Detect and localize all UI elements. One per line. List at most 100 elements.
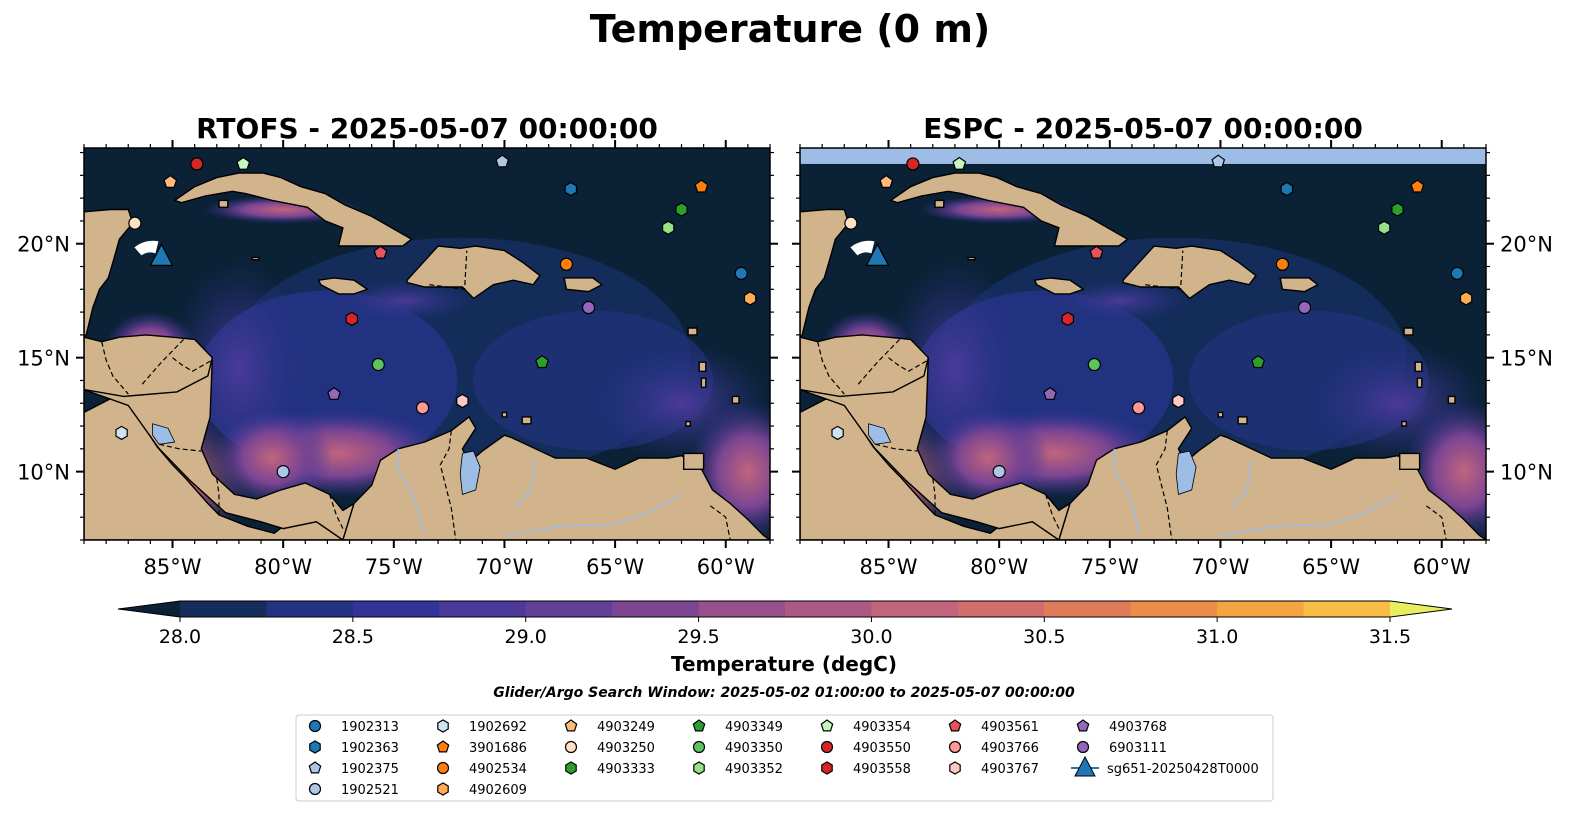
legend-label: sg651-20250428T0000 — [1107, 762, 1259, 777]
lon-tick-label: 70°W — [1191, 555, 1249, 579]
legend-item: 4903558 — [821, 761, 911, 777]
lat-tick-label-right: 10°N — [1500, 461, 1553, 485]
float-marker-4902534 — [1275, 257, 1290, 271]
float-marker-4903766 — [1131, 401, 1146, 415]
float-marker-4902609 — [1459, 291, 1473, 306]
colorbar-tick-label: 31.0 — [1196, 626, 1238, 648]
float-marker-4903561 — [1089, 245, 1104, 259]
float-marker-4903352 — [1377, 220, 1391, 235]
colorbar-segment — [352, 601, 440, 617]
lon-tick-label: 75°W — [1081, 555, 1139, 579]
panel-title-espc: ESPC - 2025-05-07 00:00:00 — [923, 112, 1363, 145]
colorbar-segment — [266, 601, 354, 617]
colorbar-tick-label: 29.0 — [505, 626, 547, 648]
legend-marker-4903768 — [1076, 719, 1090, 732]
longitude-labels: 85°W 80°W 75°W 70°W 65°W 60°W 85°W 80°W 75°W 70°W… — [144, 555, 1471, 579]
float-marker-3901686 — [694, 179, 709, 193]
legend-item: 4903350 — [692, 740, 783, 756]
float-marker-1902313 — [1450, 266, 1464, 280]
float-marker-6903111 — [1297, 300, 1312, 315]
float-marker-4903250 — [844, 216, 858, 230]
colorbar-tick-label: 28.5 — [332, 626, 374, 648]
legend-glider-marker — [1074, 755, 1096, 777]
legend-item: 4903550 — [820, 740, 911, 756]
lon-tick-label: 85°W — [144, 555, 202, 579]
legend-marker-1902521 — [308, 782, 322, 796]
legend-item: 4903349 — [692, 719, 783, 735]
legend-label: 4902534 — [469, 762, 527, 777]
float-marker-1902375 — [495, 154, 510, 168]
float-marker-4903249 — [879, 174, 894, 188]
glider-marker — [149, 243, 174, 266]
colorbar-tick-label: 30.0 — [850, 626, 892, 648]
colorbar-segment — [180, 601, 268, 617]
legend-marker-4903249 — [564, 719, 578, 732]
legend-item: 3901686 — [436, 740, 527, 756]
float-marker-1902692 — [831, 425, 844, 441]
colorbar-segment — [1044, 601, 1132, 617]
legend-marker-4903349 — [692, 719, 706, 732]
legend-label: 4903550 — [853, 741, 911, 756]
colorbar-segment — [439, 601, 527, 617]
legend-marker-1902375 — [308, 761, 322, 774]
float-marker-6903111 — [581, 300, 596, 315]
float-marker-4903333 — [1391, 202, 1404, 217]
float-marker-4903561 — [373, 245, 388, 259]
legend-label: 4902609 — [469, 783, 527, 798]
float-marker-4903550 — [906, 157, 920, 171]
legend-item: 4903333 — [565, 761, 655, 777]
lat-tick-label-left: 15°N — [17, 347, 70, 371]
colorbar-segment — [698, 601, 786, 617]
float-marker-4903350 — [371, 357, 385, 372]
map-panel-rtofs — [76, 140, 778, 548]
legend-item: 4903352 — [693, 761, 783, 777]
legend-item: 4903561 — [948, 719, 1039, 735]
lat-tick-label-left: 10°N — [17, 461, 70, 485]
search-window-caption: Glider/Argo Search Window: 2025-05-02 01… — [493, 685, 1075, 701]
legend-label: 4903350 — [725, 741, 783, 756]
lat-tick-label-right: 20°N — [1500, 233, 1553, 257]
legend-label: 1902521 — [341, 783, 399, 798]
legend-label: 4903766 — [981, 741, 1039, 756]
legend-marker-1902313 — [308, 719, 322, 733]
colorbar-tick-label: 30.5 — [1023, 626, 1065, 648]
legend-marker-4902609 — [437, 782, 449, 796]
legend-label: 4903561 — [981, 720, 1039, 735]
legend-label: 4903354 — [853, 720, 911, 735]
colorbar-segment — [525, 601, 613, 617]
legend-marker-4902534 — [436, 761, 450, 775]
legend-item: 6903111 — [1076, 740, 1167, 756]
lat-tick-label-right: 15°N — [1500, 347, 1553, 371]
colorbar-tick-label: 29.5 — [677, 626, 719, 648]
float-marker-1902363 — [564, 181, 578, 197]
colorbar-segment — [871, 601, 959, 617]
legend-label: 3901686 — [469, 741, 527, 756]
colorbar-tick-label: 31.5 — [1369, 626, 1411, 648]
legend-label: 1902375 — [341, 762, 399, 777]
legend-label: 4903349 — [725, 720, 783, 735]
colorbar-segment — [1217, 601, 1305, 617]
legend-marker-4903333 — [565, 761, 577, 775]
float-marker-4903550 — [190, 157, 204, 171]
float-marker-1902313 — [734, 266, 748, 280]
legend-item: 1902692 — [437, 719, 527, 735]
legend-item: 4903354 — [820, 719, 911, 735]
latitude-labels: 20°N 20°N 15°N 15°N 10°N 10°N — [17, 233, 1553, 485]
legend: 1902313 1902363 1902375 1902521 1902692 39016… — [295, 714, 1274, 802]
colorbar-segment — [612, 601, 700, 617]
colorbar-segment — [1303, 601, 1391, 617]
lon-tick-label: 85°W — [860, 555, 918, 579]
lon-tick-label: 60°W — [697, 555, 755, 579]
float-marker-4903349 — [535, 354, 550, 369]
legend-item: 4903768 — [1076, 719, 1167, 735]
legend-marker-4903550 — [820, 740, 834, 754]
glider-path-wedge — [134, 240, 159, 256]
lon-tick-label: 80°W — [970, 555, 1028, 579]
glider-path-wedge — [850, 240, 875, 256]
float-marker-4902609 — [743, 291, 757, 306]
float-marker-4903333 — [675, 202, 688, 217]
legend-item: 4903250 — [564, 740, 655, 756]
float-marker-4903767 — [456, 393, 469, 409]
legend-marker-4903352 — [693, 761, 705, 775]
